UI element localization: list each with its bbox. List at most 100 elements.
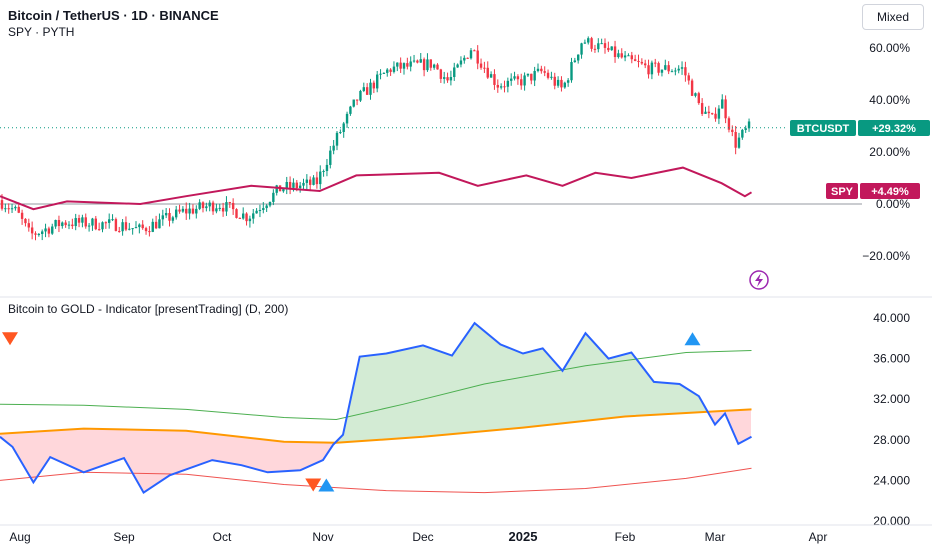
candle-body xyxy=(483,67,486,69)
candle-body xyxy=(97,229,101,231)
candle-body xyxy=(700,103,704,114)
candle-body xyxy=(556,79,560,86)
candle-body xyxy=(245,213,248,222)
bullish-fill xyxy=(336,323,707,443)
buy-signal-marker xyxy=(318,478,335,492)
candle-body xyxy=(654,62,657,64)
candle-body xyxy=(218,207,221,209)
candle-body xyxy=(272,192,275,202)
time-axis-tick: Nov xyxy=(312,530,333,544)
candle-body xyxy=(164,212,168,216)
price-axis-tick: 40.00% xyxy=(869,93,910,107)
candle-body xyxy=(469,50,473,59)
sell-signal-marker xyxy=(2,332,18,346)
candle-body xyxy=(329,150,332,165)
spy-badge-symbol: SPY xyxy=(831,186,854,198)
candle-body xyxy=(620,53,623,58)
scale-mode-button[interactable]: Mixed xyxy=(862,4,924,30)
lightning-icon[interactable] xyxy=(749,270,769,290)
candle-body xyxy=(603,43,607,48)
candle-body xyxy=(91,218,94,226)
candle-body xyxy=(108,219,111,223)
candle-body xyxy=(479,63,483,68)
candle-body xyxy=(362,87,365,91)
candle-body xyxy=(57,219,61,227)
candle-body xyxy=(543,71,546,73)
candle-body xyxy=(523,75,526,86)
candle-body xyxy=(252,213,255,219)
time-axis[interactable]: Aug Sep Oct Nov Dec 2025 Feb Mar Apr xyxy=(9,529,827,544)
candle-body xyxy=(141,224,144,229)
candle-body xyxy=(292,182,295,188)
candle-body xyxy=(248,218,252,222)
candle-body xyxy=(741,129,744,138)
candle-body xyxy=(171,217,175,221)
candle-body xyxy=(349,106,352,114)
candle-body xyxy=(416,60,419,63)
candle-body xyxy=(627,55,630,57)
candle-body xyxy=(670,71,674,73)
candle-body xyxy=(456,64,459,68)
candle-body xyxy=(724,99,727,119)
candle-body xyxy=(583,42,587,44)
candle-body xyxy=(51,226,54,234)
candle-body xyxy=(355,99,359,101)
candle-body xyxy=(690,80,694,96)
candle-body xyxy=(138,224,141,228)
candle-body xyxy=(570,62,573,81)
candle-body xyxy=(674,70,677,72)
time-axis-tick: Mar xyxy=(705,530,726,544)
candle-body xyxy=(499,86,503,88)
candle-body xyxy=(630,55,633,60)
candle-body xyxy=(664,65,667,70)
candle-body xyxy=(208,202,211,207)
time-axis-tick: 2025 xyxy=(509,529,538,544)
candle-body xyxy=(298,185,302,189)
candle-body xyxy=(382,72,386,74)
candle-body xyxy=(660,69,664,73)
candle-body xyxy=(352,99,355,107)
candle-body xyxy=(238,217,242,219)
candle-body xyxy=(577,54,580,61)
candle-body xyxy=(225,202,228,212)
candle-body xyxy=(406,63,409,67)
candle-body xyxy=(597,43,600,50)
candle-body xyxy=(633,59,637,61)
candle-body xyxy=(439,69,443,79)
candle-body xyxy=(510,78,513,81)
candle-body xyxy=(386,69,389,73)
candle-body xyxy=(637,60,640,62)
candle-body xyxy=(650,62,654,75)
candle-body xyxy=(449,77,453,81)
candle-body xyxy=(587,38,590,43)
candle-body xyxy=(530,73,533,81)
indicator-axis-tick: 32.000 xyxy=(873,392,910,406)
candle-body xyxy=(520,79,523,86)
candle-body xyxy=(10,208,14,210)
candle-body xyxy=(476,50,479,64)
candle-body xyxy=(473,50,476,52)
candle-body xyxy=(392,66,396,72)
candle-body xyxy=(178,209,181,212)
indicator-pane: 40.000 36.000 32.000 28.000 24.000 20.000 xyxy=(0,311,910,528)
candle-body xyxy=(47,228,51,234)
candle-body xyxy=(67,224,71,226)
candle-body xyxy=(717,108,721,119)
candle-body xyxy=(744,128,747,130)
candle-body xyxy=(81,217,84,223)
candle-body xyxy=(84,217,87,227)
candle-body xyxy=(128,228,131,230)
candle-body xyxy=(526,73,530,76)
candle-body xyxy=(396,62,399,67)
candle-body xyxy=(379,73,382,75)
candle-body xyxy=(201,202,205,209)
candle-body xyxy=(315,177,319,185)
candle-body xyxy=(262,208,265,210)
spy-price-badge: SPY +4.49% xyxy=(826,183,920,199)
indicator-axis-tick: 24.000 xyxy=(873,473,910,487)
candle-body xyxy=(30,227,34,234)
candle-body xyxy=(613,46,617,58)
candle-body xyxy=(285,181,288,190)
chart-title: Bitcoin / TetherUS · 1D · BINANCE xyxy=(8,8,219,23)
candle-body xyxy=(540,68,543,72)
